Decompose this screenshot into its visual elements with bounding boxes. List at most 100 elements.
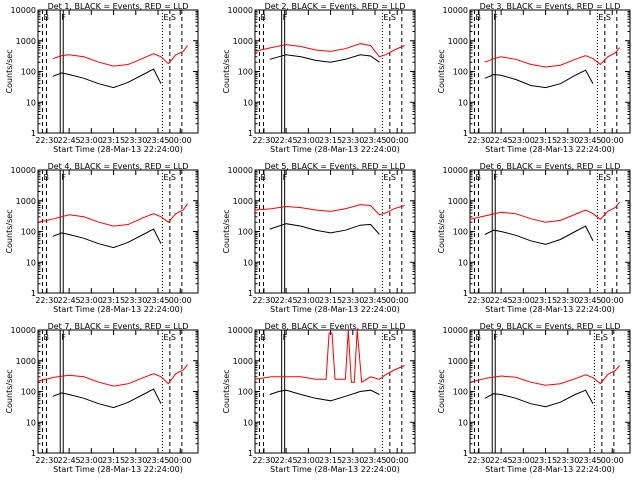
marker-label-F: F [283, 13, 288, 22]
panel-title: Det 2, BLACK = Events, RED = LLD [265, 2, 406, 11]
y-tick-label: 10000 [443, 326, 468, 335]
series-line-lld [52, 45, 189, 67]
x-tick-label: 23:30 [124, 136, 147, 145]
panel-title: Det 8, BLACK = Events, RED = LLD [265, 322, 406, 331]
series-line-events [52, 228, 162, 249]
x-tick-label: 23:30 [556, 296, 579, 305]
y-tick-label: 1000 [448, 37, 468, 46]
x-tick-label: 23:30 [341, 136, 364, 145]
marker-label-E: E [598, 173, 603, 182]
y-tick-label: 1000 [16, 37, 36, 46]
x-tick-label: 22:45 [275, 456, 298, 465]
marker-label-B: B [43, 13, 49, 22]
x-tick-label: 22:45 [490, 296, 513, 305]
x-tick-label: 23:15 [102, 456, 125, 465]
panel-title: Det 7, BLACK = Events, RED = LLD [48, 322, 189, 331]
marker-label-F: F [493, 173, 498, 182]
marker-label-B: B [260, 333, 266, 342]
panel-title: Det 5, BLACK = Events, RED = LLD [265, 162, 406, 171]
y-tick-label: 100 [453, 68, 468, 77]
marker-label-S: S [606, 13, 611, 22]
y-axis-label: Counts/sec [5, 369, 14, 413]
x-axis-label: Start Time (28-Mar-13 22:24:00) [53, 145, 183, 154]
marker-label-E: E [383, 13, 388, 22]
y-tick-label: 1000 [233, 197, 253, 206]
series-line-lld [254, 43, 405, 58]
x-tick-label: 22:30 [35, 456, 58, 465]
y-axis-label: Counts/sec [222, 209, 231, 253]
y-axis-label: Counts/sec [5, 49, 14, 93]
marker-label-F: F [283, 333, 288, 342]
marker-label-E: E [163, 13, 168, 22]
y-tick-label: 10 [243, 98, 253, 107]
x-tick-label: 23:30 [124, 296, 147, 305]
marker-label-S: S [391, 173, 396, 182]
y-tick-label: 100 [238, 388, 253, 397]
y-tick-label: 1 [463, 289, 468, 298]
y-tick-label: 1000 [233, 37, 253, 46]
x-tick-label: 22:30 [252, 136, 275, 145]
series-line-lld [484, 47, 620, 68]
y-tick-label: 10000 [11, 166, 36, 175]
y-tick-label: 100 [21, 68, 36, 77]
x-tick-label: 22:30 [467, 296, 490, 305]
y-axis-label: Counts/sec [437, 369, 446, 413]
series-line-events [52, 388, 162, 409]
y-axis-label: Counts/sec [5, 209, 14, 253]
marker-label-E: E [163, 333, 168, 342]
x-axis-label: Start Time (28-Mar-13 22:24:00) [270, 305, 400, 314]
y-tick-label: 1 [463, 129, 468, 138]
y-tick-label: 1000 [16, 197, 36, 206]
x-tick-label: 23:45 [146, 296, 169, 305]
x-tick-label: 00:00 [169, 136, 192, 145]
y-tick-label: 10 [458, 258, 468, 267]
marker-label-S: S [603, 333, 608, 342]
detector-panel-9: 1 10 100 1000 10000 22:30 22:45 23:00 23:15 23:30… [437, 322, 631, 474]
y-tick-label: 100 [453, 388, 468, 397]
x-tick-label: 00:00 [601, 456, 624, 465]
series-line-events [269, 54, 380, 63]
x-tick-label: 23:00 [80, 456, 103, 465]
marker-label-F: F [61, 173, 66, 182]
y-tick-label: 10000 [443, 6, 468, 15]
marker-label-F: F [493, 333, 498, 342]
y-tick-label: 1 [31, 289, 36, 298]
plot-frame [254, 9, 416, 134]
marker-label-F: F [493, 13, 498, 22]
marker-label-E: E [383, 173, 388, 182]
series-line-lld [469, 201, 620, 223]
panel-title: Det 9, BLACK = Events, RED = LLD [480, 322, 621, 331]
y-tick-label: 100 [238, 68, 253, 77]
detector-panel-5: 1 10 100 1000 10000 22:30 22:45 23:00 23:15 23:30… [222, 162, 416, 314]
marker-label-B: B [475, 173, 481, 182]
series-line-events [484, 389, 594, 408]
x-tick-label: 22:30 [35, 136, 58, 145]
x-tick-label: 23:45 [578, 296, 601, 305]
panel-title: Det 3, BLACK = Events, RED = LLD [480, 2, 621, 11]
marker-label-E: E [598, 13, 603, 22]
detector-panel-2: 1 10 100 1000 10000 22:30 22:45 23:00 23:15 23:30… [222, 2, 416, 154]
plot-frame [469, 169, 631, 294]
x-tick-label: 22:45 [490, 456, 513, 465]
y-tick-label: 10000 [228, 6, 253, 15]
x-tick-label: 23:30 [341, 296, 364, 305]
y-tick-label: 100 [238, 228, 253, 237]
y-tick-label: 1000 [448, 357, 468, 366]
marker-label-S: S [171, 333, 176, 342]
marker-label-B: B [260, 173, 266, 182]
y-tick-label: 1000 [448, 197, 468, 206]
x-tick-label: 23:00 [297, 136, 320, 145]
x-axis-label: Start Time (28-Mar-13 22:24:00) [53, 465, 183, 474]
x-tick-label: 22:45 [58, 136, 81, 145]
x-tick-label: 23:00 [512, 296, 535, 305]
y-tick-label: 1 [248, 289, 253, 298]
panel-title: Det 4, BLACK = Events, RED = LLD [48, 162, 189, 171]
x-tick-label: 23:30 [556, 136, 579, 145]
x-tick-label: 23:45 [363, 456, 386, 465]
x-tick-label: 00:00 [601, 136, 624, 145]
plot-frame [37, 9, 199, 134]
series-line-lld [469, 365, 620, 386]
x-axis-label: Start Time (28-Mar-13 22:24:00) [485, 145, 615, 154]
